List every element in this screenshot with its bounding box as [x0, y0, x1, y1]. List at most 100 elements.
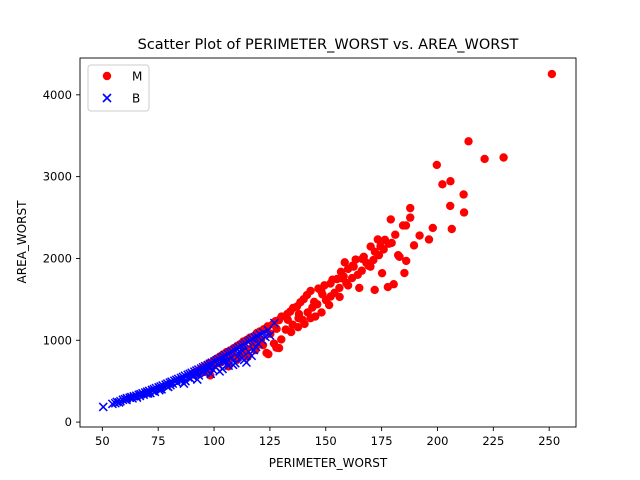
data-point-m	[351, 255, 360, 264]
data-point-m	[306, 313, 315, 323]
data-point-m	[446, 201, 455, 211]
data-point-b	[269, 318, 279, 328]
data-point-b	[226, 352, 237, 362]
data-point-m	[355, 283, 364, 293]
ticks-layer: 50 75 100 125 150 175 200 225 250 0 1000 2000 3000 40…	[43, 88, 560, 448]
data-point-b	[194, 370, 204, 380]
data-point-m	[262, 348, 271, 358]
data-point-m	[324, 300, 334, 310]
data-point-b	[265, 330, 275, 340]
data-point-b	[172, 378, 182, 388]
y-tick-label: 4000	[43, 88, 72, 102]
x-tick-label: 100	[203, 434, 225, 448]
legend-marker-m	[102, 71, 112, 81]
data-point-m	[447, 224, 456, 234]
data-point-m	[359, 252, 368, 262]
data-point-b	[215, 366, 225, 376]
data-point-b	[145, 388, 155, 398]
data-point-m	[406, 203, 415, 213]
chart-title: Scatter Plot of PERIMETER_WORST vs. AREA…	[138, 37, 519, 53]
data-point-m	[343, 281, 353, 290]
axes-frame	[79, 57, 577, 428]
data-point-b	[249, 345, 259, 355]
data-point-b	[139, 390, 149, 400]
data-point-m	[547, 69, 557, 79]
data-point-b	[121, 395, 132, 405]
data-point-b	[157, 384, 167, 394]
data-point-m	[272, 343, 281, 352]
data-point-b	[142, 388, 152, 398]
data-point-m	[370, 285, 379, 295]
legend-label-m: M	[132, 70, 142, 84]
data-point-m	[335, 283, 344, 293]
data-point-b	[110, 398, 120, 408]
data-point-m	[377, 268, 387, 278]
x-tick-label: 225	[482, 434, 504, 448]
x-tick-label: 150	[315, 434, 337, 448]
data-point-m	[328, 275, 337, 284]
y-tick-label: 1000	[43, 333, 72, 347]
data-point-m	[432, 160, 442, 170]
data-point-b	[234, 347, 244, 357]
data-point-m	[409, 241, 419, 250]
data-point-m	[286, 327, 296, 337]
data-point-m	[459, 190, 468, 199]
data-point-m	[309, 297, 319, 307]
data-point-m	[293, 322, 303, 332]
series-b	[98, 318, 279, 412]
x-tick-label: 125	[259, 434, 281, 448]
data-point-m	[277, 335, 286, 344]
x-tick-label: 200	[427, 434, 449, 448]
y-tick-label: 0	[65, 415, 72, 429]
data-point-m	[317, 308, 326, 317]
data-point-m	[374, 250, 384, 260]
points-layer	[98, 69, 557, 412]
data-point-b	[180, 376, 190, 386]
data-point-m	[459, 208, 469, 217]
data-point-m	[318, 290, 327, 299]
data-point-m	[339, 272, 348, 281]
data-point-m	[424, 235, 434, 244]
data-point-m	[314, 284, 323, 293]
data-point-m	[340, 258, 349, 267]
data-point-m	[464, 137, 473, 146]
data-point-m	[391, 230, 400, 239]
data-point-b	[240, 338, 250, 348]
data-point-m	[386, 215, 395, 224]
x-tick-label: 175	[371, 434, 393, 448]
data-point-b	[237, 353, 247, 363]
x-tick-label: 75	[151, 434, 166, 448]
data-point-m	[300, 319, 309, 329]
data-point-m	[446, 177, 455, 186]
legend-label-b: B	[132, 92, 140, 106]
data-point-m	[383, 282, 393, 292]
data-point-b	[208, 365, 218, 375]
data-point-m	[357, 266, 366, 275]
data-point-b	[201, 368, 211, 378]
data-point-b	[163, 382, 173, 392]
data-point-m	[373, 235, 383, 244]
data-point-m	[400, 268, 409, 278]
data-point-m	[335, 292, 344, 302]
data-point-b	[186, 374, 196, 384]
data-point-b	[247, 351, 257, 361]
x-axis-label: PERIMETER_WORST	[269, 456, 388, 470]
data-point-m	[499, 153, 508, 162]
legend: M B	[87, 64, 150, 112]
x-tick-label: 250	[538, 434, 560, 448]
data-point-m	[401, 256, 411, 266]
data-point-m	[438, 180, 447, 189]
data-point-m	[294, 309, 304, 319]
data-point-b	[230, 358, 240, 368]
data-point-m	[406, 213, 415, 222]
data-point-m	[369, 255, 378, 265]
data-point-b	[263, 325, 273, 335]
data-point-b	[258, 327, 268, 337]
data-point-m	[283, 315, 292, 325]
data-point-m	[393, 250, 403, 260]
data-point-b	[247, 334, 257, 344]
y-tick-label: 3000	[43, 170, 72, 184]
data-point-b	[98, 402, 108, 412]
data-point-m	[349, 262, 358, 271]
